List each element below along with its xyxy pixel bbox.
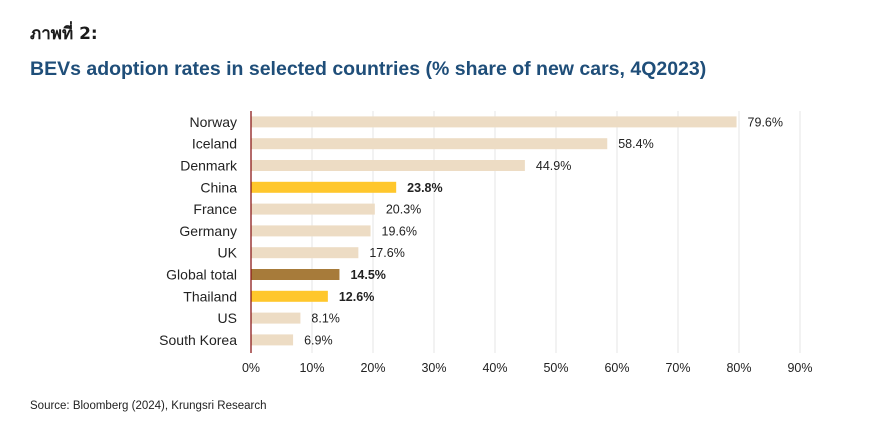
chart-title: BEVs adoption rates in selected countrie… [30, 58, 707, 80]
bar-germany [251, 225, 371, 237]
x-tick-label: 80% [726, 361, 751, 375]
category-label: Norway [190, 114, 237, 130]
category-label: UK [218, 245, 238, 261]
value-label: 23.8% [407, 181, 442, 195]
bar-global-total [251, 269, 340, 280]
bar-us [251, 312, 301, 324]
value-label: 12.6% [339, 290, 374, 304]
category-label: Iceland [192, 136, 237, 152]
figure-label: ภาพที่ 2: [30, 24, 98, 44]
bar-iceland [251, 138, 608, 150]
x-tick-label: 90% [787, 361, 812, 375]
value-label: 8.1% [311, 312, 340, 326]
category-label: Thailand [183, 288, 237, 304]
source-note: Source: Bloomberg (2024), Krungsri Resea… [30, 400, 267, 412]
category-label: Global total [166, 267, 237, 283]
value-label: 6.9% [304, 333, 333, 347]
category-label: China [200, 179, 237, 195]
value-label: 79.6% [748, 115, 783, 129]
category-label: France [193, 201, 237, 217]
bar-china [251, 181, 397, 193]
category-label: South Korea [159, 332, 237, 348]
x-tick-label: 0% [242, 361, 260, 375]
category-label: Denmark [180, 158, 238, 174]
bar-denmark [251, 160, 525, 171]
value-label: 19.6% [382, 224, 417, 238]
category-label: US [218, 310, 237, 326]
value-label: 17.6% [369, 246, 404, 260]
x-tick-label: 60% [604, 361, 629, 375]
value-label: 14.5% [350, 268, 385, 282]
x-tick-label: 30% [421, 361, 446, 375]
x-tick-label: 20% [360, 361, 385, 375]
x-tick-label: 10% [299, 361, 324, 375]
value-label: 44.9% [536, 159, 571, 173]
value-label: 20.3% [386, 203, 421, 217]
bar-uk [251, 247, 359, 259]
bar-france [251, 203, 375, 215]
x-tick-label: 50% [543, 361, 568, 375]
category-label: Germany [179, 223, 237, 239]
value-label: 58.4% [618, 137, 653, 151]
bar-norway [251, 116, 737, 128]
bar-thailand [251, 290, 328, 302]
bar-south-korea [251, 334, 294, 346]
x-tick-label: 40% [482, 361, 507, 375]
x-tick-label: 70% [665, 361, 690, 375]
